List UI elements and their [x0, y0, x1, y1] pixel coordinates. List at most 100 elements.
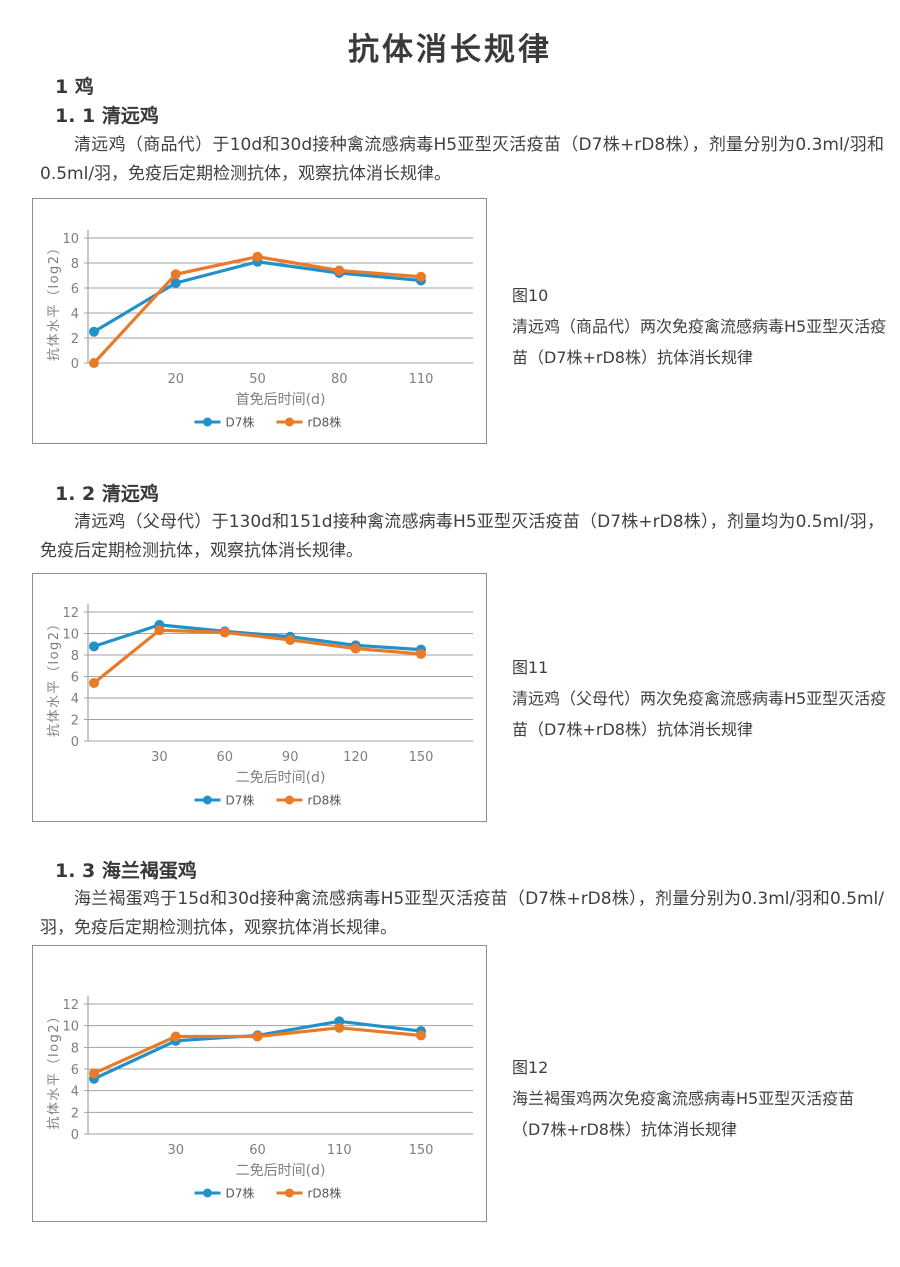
figure-10-caption-text: 清远鸡（商品代）两次免疫禽流感病毒H5亚型灭活疫苗（D7株+rD8株）抗体消长规…: [512, 317, 887, 367]
chart-legend: D7株 rD8株: [194, 1186, 342, 1201]
figure-11-chart: 0 2 4 6 8 10 12 30 60 90 120 150 二免后时间(d) 抗体水平（log2） D…: [32, 573, 487, 822]
y-axis-title: 抗体水平（log2）: [47, 616, 62, 737]
svg-text:4: 4: [71, 692, 79, 707]
svg-text:10: 10: [62, 1020, 79, 1035]
series-rD8株: [89, 251, 426, 368]
chart-gridlines: 0 2 4 6 8 10 12: [62, 998, 473, 1143]
data-point: [416, 1030, 426, 1041]
legend-label: rD8株: [308, 1186, 342, 1201]
chart-canvas: 0 2 4 6 8 10 12 30 60 90 120 150 二免后时间(d) 抗体水平（log2） D…: [47, 604, 473, 808]
y-axis-title: 抗体水平（log2）: [47, 240, 62, 361]
section-paragraph-1-3: 海兰褐蛋鸡于15d和30d接种禽流感病毒H5亚型灭活疫苗（D7株+rD8株），剂…: [40, 889, 884, 938]
svg-text:50: 50: [249, 372, 266, 387]
legend-label: rD8株: [308, 415, 342, 430]
svg-text:4: 4: [71, 307, 79, 322]
figure-10-caption: 图10 清远鸡（商品代）两次免疫禽流感病毒H5亚型灭活疫苗（D7株+rD8株）抗…: [512, 280, 890, 373]
svg-text:6: 6: [71, 1063, 79, 1078]
svg-text:110: 110: [327, 1143, 352, 1158]
data-point: [89, 326, 99, 337]
data-point: [89, 358, 99, 368]
svg-text:2: 2: [71, 714, 79, 729]
svg-text:6: 6: [71, 282, 79, 297]
svg-text:60: 60: [249, 1143, 266, 1158]
svg-text:60: 60: [217, 750, 234, 765]
svg-text:6: 6: [71, 671, 79, 686]
svg-text:120: 120: [343, 750, 368, 765]
svg-text:0: 0: [71, 1128, 79, 1143]
x-axis-labels: 30 60 90 120 150: [151, 750, 433, 765]
page-title: 抗体消长规律: [348, 32, 552, 68]
series-D7株: [89, 256, 426, 337]
chart-gridlines: 0 2 4 6 8 10 12: [62, 606, 473, 750]
data-point: [170, 1031, 181, 1042]
chart-canvas: 0 2 4 6 8 10 20 50 80 110 首免后时间(d) 抗体水平（log2） D7株 rD8…: [47, 230, 473, 430]
svg-text:150: 150: [409, 1143, 434, 1158]
series-D7株: [89, 1016, 426, 1084]
figure-11-caption: 图11 清远鸡（父母代）两次免疫禽流感病毒H5亚型灭活疫苗（D7株+rD8株）抗…: [512, 652, 890, 745]
data-point: [154, 625, 165, 636]
svg-text:0: 0: [71, 357, 79, 372]
data-point: [170, 278, 181, 288]
legend-marker-icon: [285, 795, 294, 805]
legend-label: D7株: [226, 415, 255, 430]
svg-text:8: 8: [71, 257, 79, 272]
section-heading-1-2: 1. 2 清远鸡: [55, 483, 159, 505]
svg-text:20: 20: [167, 372, 184, 387]
figure-12-caption: 图12 海兰褐蛋鸡两次免疫禽流感病毒H5亚型灭活疫苗（D7株+rD8株）抗体消长…: [512, 1052, 890, 1145]
legend-marker-icon: [285, 1188, 294, 1198]
data-point: [89, 1068, 99, 1079]
svg-text:90: 90: [282, 750, 299, 765]
figure-11-label: 图11: [512, 658, 549, 677]
series-rD8株: [89, 625, 426, 688]
data-point: [334, 265, 345, 276]
x-axis-title: 首免后时间(d): [236, 392, 326, 408]
svg-text:12: 12: [62, 606, 79, 621]
section-paragraph-1-1: 清远鸡（商品代）于10d和30d接种禽流感病毒H5亚型灭活疫苗（D7株+rD8株…: [40, 135, 884, 184]
legend-label: D7株: [226, 1186, 255, 1201]
svg-text:80: 80: [331, 372, 348, 387]
svg-text:110: 110: [409, 372, 434, 387]
svg-text:10: 10: [62, 628, 79, 643]
data-point: [416, 271, 426, 282]
figure-12-chart: 0 2 4 6 8 10 12 30 60 110 150 二免后时间(d) 抗体水平（log2） D7株…: [32, 945, 487, 1222]
data-point: [334, 1022, 345, 1033]
data-point: [350, 643, 361, 654]
svg-text:150: 150: [409, 750, 434, 765]
svg-text:8: 8: [71, 649, 79, 664]
figure-12-caption-text: 海兰褐蛋鸡两次免疫禽流感病毒H5亚型灭活疫苗（D7株+rD8株）抗体消长规律: [512, 1089, 855, 1139]
data-point: [416, 648, 426, 659]
series-rD8株: [89, 1022, 426, 1079]
section-heading-1-1: 1. 1 清远鸡: [55, 105, 159, 127]
x-axis-title: 二免后时间(d): [236, 1163, 326, 1179]
chart-legend: D7株 rD8株: [194, 793, 342, 808]
x-axis-labels: 30 60 110 150: [167, 1143, 433, 1158]
x-axis-labels: 20 50 80 110: [167, 372, 433, 387]
svg-text:2: 2: [71, 1106, 79, 1121]
section-heading-1-3: 1. 3 海兰褐蛋鸡: [55, 860, 197, 882]
svg-text:30: 30: [151, 750, 168, 765]
legend-marker-icon: [203, 795, 212, 805]
svg-text:2: 2: [71, 332, 79, 347]
svg-text:0: 0: [71, 735, 79, 750]
figure-10-chart: 0 2 4 6 8 10 20 50 80 110 首免后时间(d) 抗体水平（log2） D7株 rD8…: [32, 198, 487, 444]
legend-label: D7株: [226, 793, 255, 808]
chart-gridlines: 0 2 4 6 8 10: [62, 232, 473, 372]
legend-label: rD8株: [308, 793, 342, 808]
chart-legend: D7株 rD8株: [194, 415, 342, 430]
y-axis-title: 抗体水平（log2）: [47, 1008, 62, 1129]
svg-text:10: 10: [62, 232, 79, 247]
svg-text:30: 30: [167, 1143, 184, 1158]
chapter-heading: 1 鸡: [55, 76, 94, 98]
svg-text:12: 12: [62, 998, 79, 1013]
data-point: [170, 269, 181, 280]
figure-10-label: 图10: [512, 286, 549, 305]
x-axis-title: 二免后时间(d): [236, 770, 326, 786]
data-point: [252, 251, 263, 262]
data-point: [89, 677, 99, 688]
legend-marker-icon: [285, 417, 294, 427]
legend-marker-icon: [203, 1188, 212, 1198]
data-point: [285, 634, 296, 645]
data-point: [252, 1031, 263, 1042]
figure-12-label: 图12: [512, 1058, 549, 1077]
